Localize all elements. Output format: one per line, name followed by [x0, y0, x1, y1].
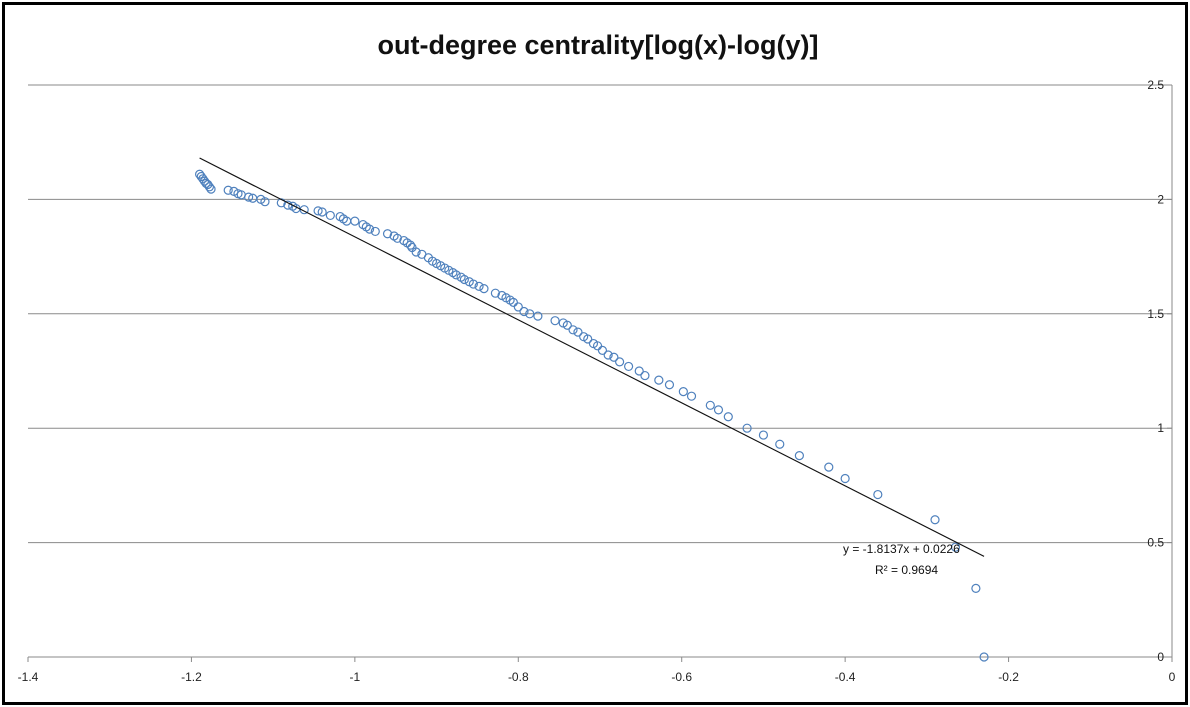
data-point: [405, 240, 416, 250]
y-tick-label: 2.5: [1147, 78, 1164, 92]
x-tick-label: -1.4: [18, 670, 39, 684]
x-tick-label: -0.2: [998, 670, 1019, 684]
data-point: [824, 462, 834, 472]
gridlines: [28, 84, 1172, 544]
data-point: [794, 451, 804, 461]
data-point: [364, 224, 375, 234]
data-point: [513, 302, 523, 312]
data-point: [873, 489, 883, 500]
x-axis-ticks: -1.4 -1.2 -1 -0.8 -0.6 -0.4 -0.2 0: [18, 657, 1176, 684]
y-tick-label: 2: [1157, 192, 1164, 206]
data-point: [550, 316, 560, 326]
x-tick-label: -1.2: [181, 670, 202, 684]
data-point: [204, 182, 215, 192]
data-point: [568, 325, 578, 335]
data-point: [950, 542, 961, 552]
data-point: [479, 284, 489, 294]
data-point: [223, 185, 233, 195]
data-point: [203, 179, 213, 190]
trendline-equation: y = -1.8137x + 0.0226: [843, 542, 960, 556]
data-point: [573, 327, 583, 337]
data-point: [313, 206, 323, 216]
data-point: [392, 233, 402, 243]
data-point: [623, 361, 634, 372]
data-point: [640, 370, 650, 381]
data-point: [758, 430, 769, 440]
data-point: [603, 350, 613, 360]
data-point: [260, 197, 270, 207]
data-point: [490, 288, 501, 298]
data-point: [276, 198, 286, 208]
data-point: [508, 297, 518, 307]
x-tick-label: -1: [350, 670, 361, 684]
data-point: [195, 169, 205, 179]
data-point: [525, 309, 535, 319]
chart-title: out-degree centrality[log(x)-log(y)]: [377, 30, 818, 60]
data-point: [654, 375, 664, 385]
data-point: [411, 247, 421, 257]
data-point: [634, 366, 644, 376]
y-tick-label: 1: [1157, 421, 1164, 435]
data-point: [979, 652, 989, 662]
data-point: [840, 473, 850, 484]
data-point: [930, 515, 940, 525]
data-point: [562, 320, 572, 330]
x-tick-label: -0.8: [508, 670, 529, 684]
x-tick-label: -0.4: [835, 670, 856, 684]
data-point: [459, 274, 469, 285]
data-point: [742, 423, 752, 433]
data-point: [678, 386, 688, 397]
data-point: [971, 583, 981, 593]
data-point: [583, 334, 593, 344]
y-tick-label: 0: [1157, 650, 1164, 664]
x-tick-label: -0.6: [671, 670, 692, 684]
data-point: [615, 357, 625, 367]
axes: [28, 85, 1173, 658]
data-point: [198, 174, 208, 184]
data-point: [519, 306, 529, 317]
data-point: [474, 281, 484, 291]
data-point: [382, 229, 393, 239]
data-point: [350, 216, 360, 226]
data-point: [468, 279, 478, 289]
scatter-chart: -1.4 -1.2 -1 -0.8 -0.6 -0.4 -0.2 0 0 0.5 1 1.5 2 2.5…: [18, 30, 1176, 684]
y-tick-label: 1.5: [1147, 307, 1164, 321]
data-point: [713, 405, 724, 415]
trendline: [199, 157, 985, 557]
data-point: [686, 391, 697, 401]
data-point: [451, 270, 461, 280]
trendline-group: [199, 157, 985, 557]
data-point: [597, 345, 608, 356]
data-point: [705, 400, 715, 410]
data-points: [195, 169, 989, 662]
data-point: [244, 192, 254, 202]
data-point: [533, 311, 543, 321]
data-point: [609, 352, 619, 362]
y-tick-label: 0.5: [1147, 536, 1164, 550]
y-axis-ticks: 0 0.5 1 1.5 2 2.5: [1147, 78, 1172, 664]
data-point: [723, 412, 733, 422]
data-point: [196, 171, 206, 182]
data-point: [317, 207, 327, 217]
data-point: [775, 439, 785, 449]
data-point: [370, 226, 380, 237]
x-tick-label: 0: [1169, 670, 1176, 684]
data-point: [592, 341, 603, 351]
data-point: [664, 380, 675, 390]
data-point: [325, 210, 335, 221]
trendline-r-squared: R² = 0.9694: [875, 563, 938, 577]
data-point: [206, 184, 216, 194]
